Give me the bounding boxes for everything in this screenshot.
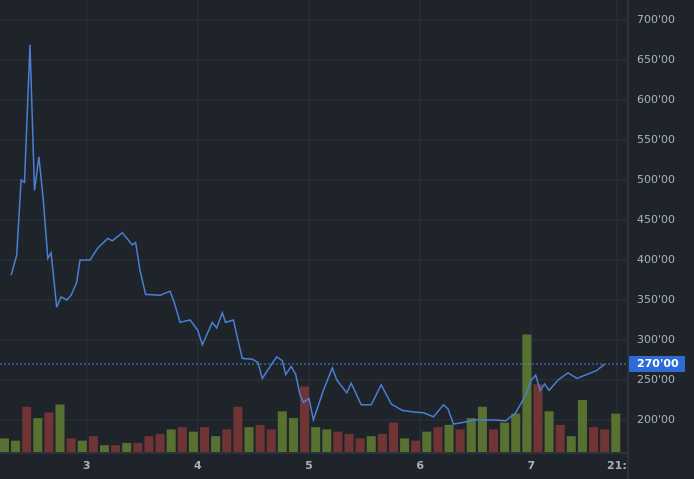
volume-bar xyxy=(500,422,510,452)
volume-bar xyxy=(266,429,276,452)
y-tick-label: 450'00 xyxy=(637,213,675,226)
volume-bar xyxy=(155,433,165,452)
y-tick-label: 550'00 xyxy=(637,133,675,146)
volume-bar xyxy=(300,386,310,452)
volume-bar xyxy=(333,431,343,452)
volume-bar xyxy=(422,431,432,452)
y-tick-label: 350'00 xyxy=(637,293,675,306)
volume-bar xyxy=(322,429,332,452)
volume-bar xyxy=(222,429,232,452)
volume-bar xyxy=(455,429,465,452)
volume-bar xyxy=(377,433,387,452)
y-tick-label: 300'00 xyxy=(637,333,675,346)
volume-bar xyxy=(33,418,43,452)
price-line xyxy=(10,44,606,425)
x-tick-label: 4 xyxy=(194,459,202,472)
volume-bar xyxy=(533,384,543,452)
y-tick-label: 250'00 xyxy=(637,373,675,386)
volume-bar xyxy=(111,445,121,452)
volume-bar xyxy=(66,438,76,452)
volume-bar xyxy=(200,427,210,452)
y-tick-label: 700'00 xyxy=(637,13,675,26)
x-tick-label: 6 xyxy=(416,459,424,472)
volume-bar xyxy=(477,406,487,452)
volume-bar xyxy=(55,404,65,452)
volume-bar xyxy=(88,436,98,452)
volume-bar xyxy=(344,433,354,452)
volume-bar xyxy=(99,445,109,452)
volume-bar xyxy=(44,412,54,452)
volume-bar xyxy=(211,436,221,452)
volume-bar xyxy=(600,429,610,452)
volume-bar xyxy=(144,436,154,452)
volume-bar xyxy=(0,438,9,452)
volume-bar xyxy=(244,427,254,452)
volume-bar xyxy=(122,442,132,452)
volume-bar xyxy=(355,438,365,452)
volume-bar xyxy=(177,427,187,452)
y-tick-label: 650'00 xyxy=(637,53,675,66)
volume-bar xyxy=(433,427,443,452)
volume-bar xyxy=(555,424,565,452)
volume-bar xyxy=(411,440,421,452)
last-price-label: 270'00 xyxy=(637,357,679,370)
volume-bar xyxy=(366,436,376,452)
y-tick-label: 400'00 xyxy=(637,253,675,266)
volume-bar xyxy=(22,406,32,452)
volume-bar xyxy=(466,418,476,452)
volume-bar xyxy=(566,436,576,452)
volume-bar xyxy=(388,422,398,452)
x-tick-label: 21: xyxy=(607,459,627,472)
x-tick-label: 5 xyxy=(305,459,313,472)
volume-bar xyxy=(288,418,298,452)
volume-bar xyxy=(277,411,287,452)
volume-bar xyxy=(589,427,599,452)
volume-bar xyxy=(544,411,554,452)
volume-bar xyxy=(255,424,265,452)
volume-bar xyxy=(444,424,454,452)
x-tick-label: 7 xyxy=(527,459,535,472)
volume-bar xyxy=(233,406,243,452)
y-tick-label: 200'00 xyxy=(637,413,675,426)
last-price-box xyxy=(629,356,685,372)
volume-bar xyxy=(188,431,198,452)
volume-bar xyxy=(577,400,587,452)
volume-bar xyxy=(11,440,21,452)
volume-bar xyxy=(489,429,499,452)
volume-bar xyxy=(511,413,521,452)
y-tick-label: 600'00 xyxy=(637,93,675,106)
volume-bar xyxy=(311,427,321,452)
volume-bar xyxy=(133,442,143,452)
y-tick-label: 500'00 xyxy=(637,173,675,186)
volume-bar xyxy=(77,440,87,452)
volume-bar xyxy=(400,438,410,452)
x-tick-label: 3 xyxy=(83,459,91,472)
volume-bar xyxy=(166,429,176,452)
volume-bar xyxy=(611,413,621,452)
